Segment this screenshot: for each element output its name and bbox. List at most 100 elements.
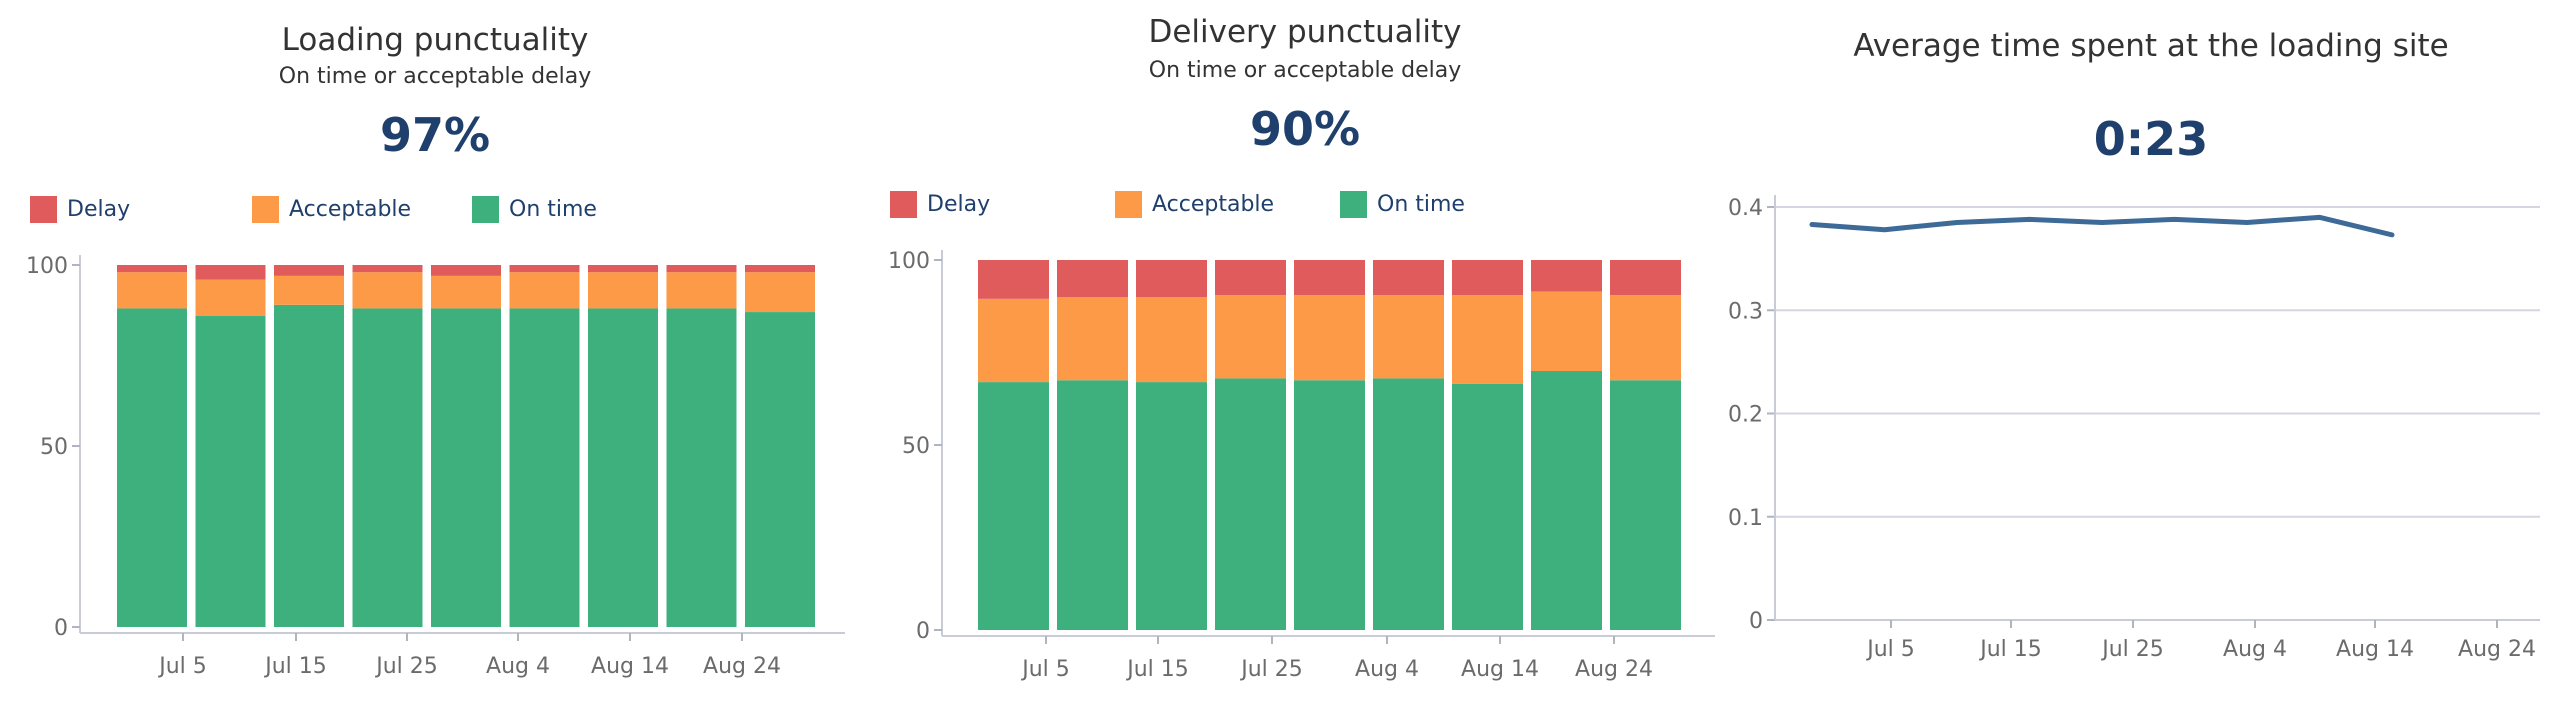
acceptable-swatch — [252, 196, 279, 223]
x-tick-label: Aug 14 — [2336, 637, 2414, 662]
legend-label-on-time: On time — [509, 197, 597, 222]
loading-punctuality-chart: 100 50 0 Jul 5 Jul 15 Jul 25 Aug 4 Aug 14 Aug 24 — [26, 254, 845, 679]
bar-on-time — [431, 308, 501, 627]
legend-label-delay: Delay — [67, 197, 131, 222]
x-tick-label: Jul 5 — [1865, 637, 1915, 662]
bar-on-time — [117, 308, 187, 627]
bar-delay — [117, 265, 187, 273]
bar-on-time — [588, 308, 658, 627]
legend-item-delay[interactable]: Delay — [30, 196, 130, 223]
bar-delay — [352, 265, 423, 273]
bar-delay — [1057, 260, 1128, 297]
y-tick-label: 0 — [54, 616, 68, 641]
bar-on-time — [274, 304, 344, 627]
bar-delay — [1215, 260, 1286, 296]
bar-acceptable — [352, 272, 423, 309]
x-tick-label: Aug 24 — [1575, 657, 1653, 682]
bar-on-time — [666, 308, 737, 627]
bar-on-time — [978, 382, 1049, 630]
legend-item-on-time[interactable]: On time — [1340, 191, 1465, 218]
x-tick-label: Jul 15 — [1125, 657, 1189, 682]
y-tick-label: 0 — [1749, 609, 1763, 634]
x-tick-label: Jul 25 — [2100, 637, 2164, 662]
y-tick-label: 0 — [916, 619, 930, 644]
delay-swatch — [890, 191, 917, 218]
y-tick-label: 100 — [26, 254, 68, 279]
bar-acceptable — [1294, 295, 1365, 381]
delay-swatch — [30, 196, 57, 223]
x-tick-label: Jul 25 — [374, 654, 438, 679]
bar-acceptable — [1373, 295, 1444, 379]
delivery-punctuality-panel: Delivery punctuality On time or acceptab… — [870, 0, 1740, 716]
bar-on-time — [1215, 378, 1286, 630]
average-time-panel: Average time spent at the loading site 0… — [1728, 0, 2562, 716]
bar-on-time — [1294, 380, 1365, 630]
bar-acceptable — [195, 279, 266, 316]
loading-punctuality-title: Loading punctuality — [281, 22, 589, 58]
x-tick-label: Aug 14 — [1461, 657, 1539, 682]
bar-acceptable — [1531, 291, 1602, 371]
on-time-swatch — [1340, 191, 1367, 218]
bar-on-time — [1452, 383, 1523, 630]
bar-delay — [1452, 260, 1523, 296]
bar-acceptable — [509, 272, 580, 309]
x-tick-label: Aug 4 — [486, 654, 550, 679]
average-time-chart: 0.4 0.3 0.2 0.1 0 Jul 5 Jul 15 Jul 25 Aug 4 Aug 1… — [1728, 195, 2540, 662]
x-tick-label: Aug 14 — [591, 654, 669, 679]
x-tick-label: Jul 15 — [263, 654, 327, 679]
bar-delay — [1531, 260, 1602, 292]
average-time-line — [1809, 214, 2395, 238]
bar-delay — [1294, 260, 1365, 296]
x-tick-label: Aug 4 — [2223, 637, 2287, 662]
x-tick-label: Jul 25 — [1239, 657, 1303, 682]
delivery-punctuality-chart: 100 50 0 Jul 5 Jul 15 Jul 25 Aug 4 Aug 14 Aug 24 — [888, 249, 1715, 682]
bar-delay — [666, 265, 737, 273]
legend-item-delay[interactable]: Delay — [890, 191, 990, 218]
bar-acceptable — [1136, 297, 1207, 383]
legend-item-acceptable[interactable]: Acceptable — [1115, 191, 1274, 218]
y-tick-label: 0.3 — [1728, 299, 1763, 324]
bar-on-time — [509, 308, 580, 627]
bar-on-time — [195, 315, 266, 627]
bar-delay — [274, 265, 344, 276]
bar-delay — [1373, 260, 1444, 296]
bar-on-time — [745, 312, 815, 627]
bar-acceptable — [274, 275, 344, 305]
x-tick-label: Jul 15 — [1978, 637, 2042, 662]
y-tick-label: 0.1 — [1728, 506, 1763, 531]
bar-acceptable — [431, 275, 501, 309]
bar-delay — [1610, 260, 1681, 296]
legend-item-on-time[interactable]: On time — [472, 196, 597, 223]
y-tick-label: 100 — [888, 249, 930, 274]
bar-delay — [1136, 260, 1207, 297]
bar-on-time — [1531, 371, 1602, 630]
legend-label-on-time: On time — [1377, 192, 1465, 217]
legend-label-acceptable: Acceptable — [1152, 192, 1275, 217]
bar-delay — [195, 265, 266, 280]
bar-on-time — [1057, 380, 1128, 630]
bar-acceptable — [1057, 297, 1128, 381]
loading-punctuality-kpi: 97% — [379, 108, 491, 162]
acceptable-swatch — [1115, 191, 1142, 218]
legend-item-acceptable[interactable]: Acceptable — [252, 196, 411, 223]
y-tick-label: 0.2 — [1728, 403, 1763, 428]
bar-delay — [978, 260, 1049, 299]
on-time-swatch — [472, 196, 499, 223]
bar-acceptable — [666, 272, 737, 309]
y-tick-label: 50 — [902, 434, 930, 459]
bar-delay — [431, 265, 501, 276]
x-tick-label: Jul 5 — [1020, 657, 1070, 682]
delivery-punctuality-kpi: 90% — [1249, 102, 1361, 156]
x-tick-label: Aug 24 — [703, 654, 781, 679]
average-time-kpi: 0:23 — [2093, 112, 2209, 166]
bar-acceptable — [117, 272, 187, 309]
average-time-title: Average time spent at the loading site — [1853, 28, 2449, 64]
x-tick-label: Jul 5 — [157, 654, 207, 679]
bar-acceptable — [745, 272, 815, 313]
legend-label-acceptable: Acceptable — [289, 197, 412, 222]
bar-on-time — [1610, 380, 1681, 630]
bar-delay — [745, 265, 815, 273]
bar-acceptable — [1215, 295, 1286, 379]
bar-on-time — [1136, 382, 1207, 630]
loading-punctuality-panel: Loading punctuality On time or acceptabl… — [0, 0, 870, 716]
